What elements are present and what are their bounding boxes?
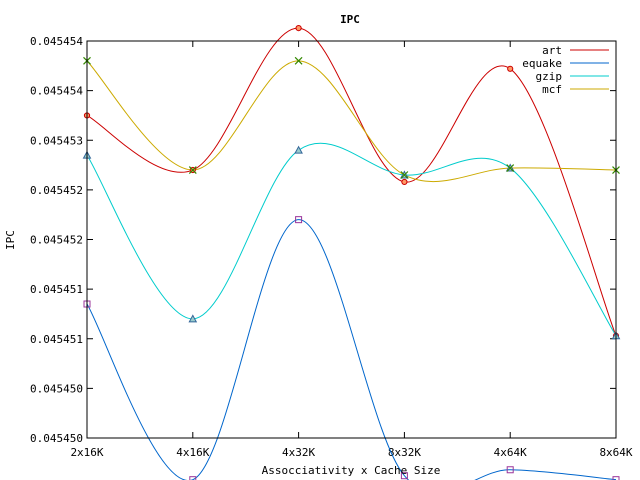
y-tick-label: 0.045451 bbox=[30, 283, 83, 296]
legend-label-mcf: mcf bbox=[542, 83, 562, 96]
x-tick-label: 4x64K bbox=[494, 446, 527, 459]
y-tick-label: 0.045452 bbox=[30, 184, 83, 197]
y-tick-label: 0.045454 bbox=[30, 35, 83, 48]
point-mcf bbox=[400, 171, 409, 179]
legend-label-gzip: gzip bbox=[536, 70, 563, 83]
point-art bbox=[507, 65, 514, 72]
point-art bbox=[401, 178, 408, 186]
y-tick-label: 0.045452 bbox=[30, 234, 83, 247]
point-mcf bbox=[188, 166, 197, 174]
series-line-gzip bbox=[86, 142, 617, 337]
y-axis: 0.045454 0.045454 0.045453 0.045452 0.045452… bbox=[30, 35, 616, 445]
series-layer bbox=[86, 27, 617, 480]
point-art bbox=[295, 24, 302, 32]
x-tick-label: 2x16K bbox=[70, 446, 103, 459]
marker-layer bbox=[82, 24, 621, 480]
point-equake bbox=[400, 472, 408, 480]
y-axis-label: IPC bbox=[4, 230, 17, 250]
legend-label-equake: equake bbox=[522, 57, 562, 70]
point-mcf bbox=[506, 164, 515, 172]
point-gzip bbox=[188, 314, 198, 323]
y-tick-label: 0.045453 bbox=[30, 134, 83, 147]
y-tick-label: 0.045450 bbox=[30, 432, 83, 445]
series-line-equake bbox=[86, 219, 617, 480]
legend-label-art: art bbox=[542, 44, 562, 57]
point-equake bbox=[295, 216, 303, 224]
y-tick-label: 0.045451 bbox=[30, 333, 83, 346]
point-mcf bbox=[294, 56, 303, 65]
x-tick-label: 4x16K bbox=[176, 446, 209, 459]
x-tick-label: 8x64K bbox=[599, 446, 632, 459]
x-axis-label: Assocciativity x Cache Size bbox=[262, 464, 441, 477]
x-axis: 2x16K 4x16K 4x32K 8x32K 4x64K 8x64K bbox=[70, 41, 633, 459]
y-tick-label: 0.045450 bbox=[30, 382, 83, 395]
y-tick-label: 0.045454 bbox=[30, 85, 83, 98]
point-gzip bbox=[294, 145, 303, 154]
point-equake bbox=[506, 466, 514, 474]
x-tick-label: 8x32K bbox=[388, 446, 421, 459]
plot-frame bbox=[86, 40, 617, 439]
x-tick-label: 4x32K bbox=[282, 446, 315, 459]
chart-title: IPC bbox=[340, 13, 360, 26]
